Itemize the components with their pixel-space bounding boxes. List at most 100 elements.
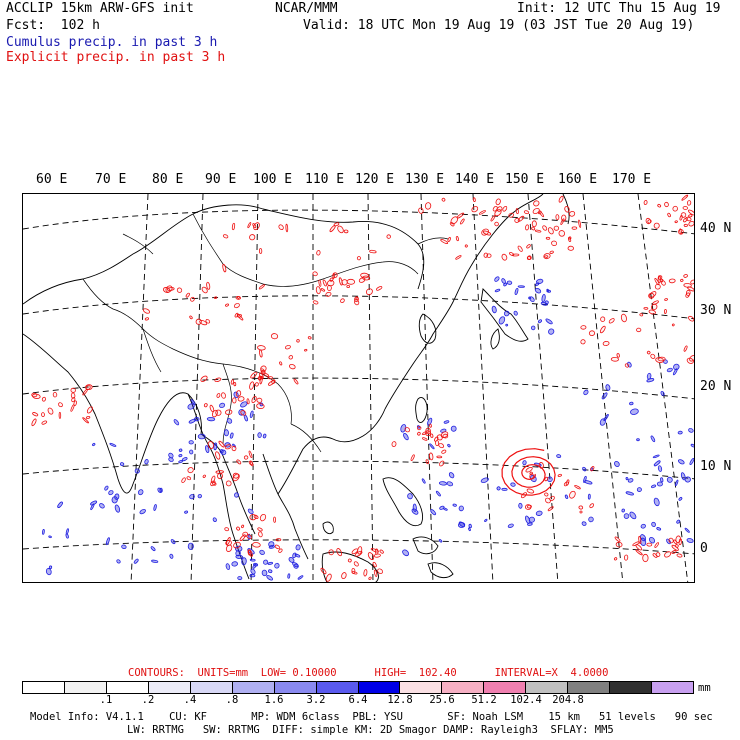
precip-cell <box>48 535 52 539</box>
precip-cell <box>481 228 489 236</box>
precip-cell <box>287 573 291 579</box>
precip-cell <box>249 573 256 578</box>
precip-cell <box>410 454 415 462</box>
legend-label: .2 <box>141 694 155 706</box>
precip-cell <box>610 356 619 362</box>
precip-cell <box>178 454 183 458</box>
precip-cell <box>240 401 248 408</box>
precip-cell <box>484 518 488 522</box>
precip-cell <box>651 521 656 527</box>
precip-cell <box>353 561 359 567</box>
precip-cell <box>536 278 544 285</box>
precip-cell <box>548 328 555 335</box>
precip-cell <box>121 544 127 550</box>
precip-cell <box>347 558 352 563</box>
precip-cell <box>391 441 397 447</box>
precip-cell <box>251 395 257 404</box>
precip-cell <box>241 524 245 529</box>
valid-time: Valid: 18 UTC Mon 19 Aug 19 (03 JST Tue … <box>303 18 695 33</box>
precip-cell <box>650 353 656 359</box>
precip-cell <box>65 528 69 535</box>
precip-cell <box>676 519 681 524</box>
precip-cell <box>268 541 275 548</box>
precip-cell <box>502 205 508 212</box>
precip-cell <box>376 286 383 291</box>
precip-cell <box>569 210 576 217</box>
model-title: ACCLIP 15km ARW-GFS init <box>6 1 194 16</box>
precip-cell <box>235 390 242 397</box>
precip-cell <box>512 253 520 257</box>
precip-cell <box>638 535 642 544</box>
precip-cell <box>166 287 175 291</box>
precip-cell <box>318 279 322 287</box>
precip-cell <box>188 418 196 424</box>
precip-cell <box>657 465 663 472</box>
precip-cell <box>346 278 356 285</box>
precip-cell <box>263 559 269 565</box>
precip-cell <box>436 455 443 459</box>
legend-swatch <box>64 682 107 693</box>
precip-cell <box>157 487 162 493</box>
precip-cell <box>325 573 332 582</box>
color-legend <box>22 681 694 694</box>
precip-cell <box>86 406 93 414</box>
precip-cell <box>613 557 618 561</box>
precip-cell <box>514 288 519 295</box>
precip-cell <box>116 559 121 564</box>
precip-cell <box>58 411 62 419</box>
precip-cell <box>41 396 46 402</box>
precip-cell <box>267 561 274 565</box>
precip-cell <box>690 279 694 285</box>
latitude-label: 20 N <box>700 379 732 394</box>
precip-cell <box>452 503 457 507</box>
precip-cell <box>274 562 280 569</box>
precip-cell <box>522 460 527 466</box>
precip-cell <box>446 481 454 487</box>
precip-cell <box>545 318 553 325</box>
precip-cell <box>580 339 586 345</box>
precip-cell <box>434 436 439 442</box>
precip-cell <box>425 459 429 465</box>
precip-cell <box>336 548 343 557</box>
precip-cell <box>222 263 227 273</box>
precip-cell <box>651 303 658 311</box>
longitude-label: 60 E <box>36 172 68 187</box>
precip-cell <box>448 472 455 479</box>
precip-cell <box>671 323 675 327</box>
precip-cell <box>232 397 237 404</box>
precip-cell <box>533 200 540 207</box>
latitude-label: 0 <box>700 541 708 556</box>
precip-cell <box>447 443 451 448</box>
precip-cell <box>534 287 542 294</box>
precip-cell <box>285 223 289 233</box>
precip-cell <box>108 490 114 496</box>
precip-cell <box>471 206 479 213</box>
precip-cell <box>197 493 202 499</box>
precip-cell <box>654 283 661 290</box>
precip-cell <box>629 401 634 406</box>
precip-cell <box>170 539 176 545</box>
precip-cell <box>483 252 489 258</box>
precip-cell <box>672 368 678 376</box>
precip-cell <box>535 510 543 516</box>
precip-cell <box>274 544 281 550</box>
legend-swatch <box>568 682 611 693</box>
precip-cell <box>320 288 326 292</box>
precip-cell <box>168 452 174 459</box>
precip-cell <box>686 200 692 206</box>
precip-cell <box>249 234 256 241</box>
precip-cell <box>605 384 611 391</box>
legend-label: 204.8 <box>552 694 584 706</box>
precip-cell <box>558 195 564 203</box>
precip-cell <box>666 367 673 373</box>
precip-cell <box>656 481 663 487</box>
precip-cell <box>316 250 321 256</box>
precip-cell <box>527 255 532 260</box>
precip-cell <box>400 424 407 433</box>
precip-cell <box>233 541 241 549</box>
precip-cell <box>553 225 560 231</box>
precip-cell <box>304 348 308 352</box>
precip-cell <box>642 553 649 563</box>
legend-label: 1.6 <box>264 694 284 706</box>
precip-cell <box>588 330 596 337</box>
